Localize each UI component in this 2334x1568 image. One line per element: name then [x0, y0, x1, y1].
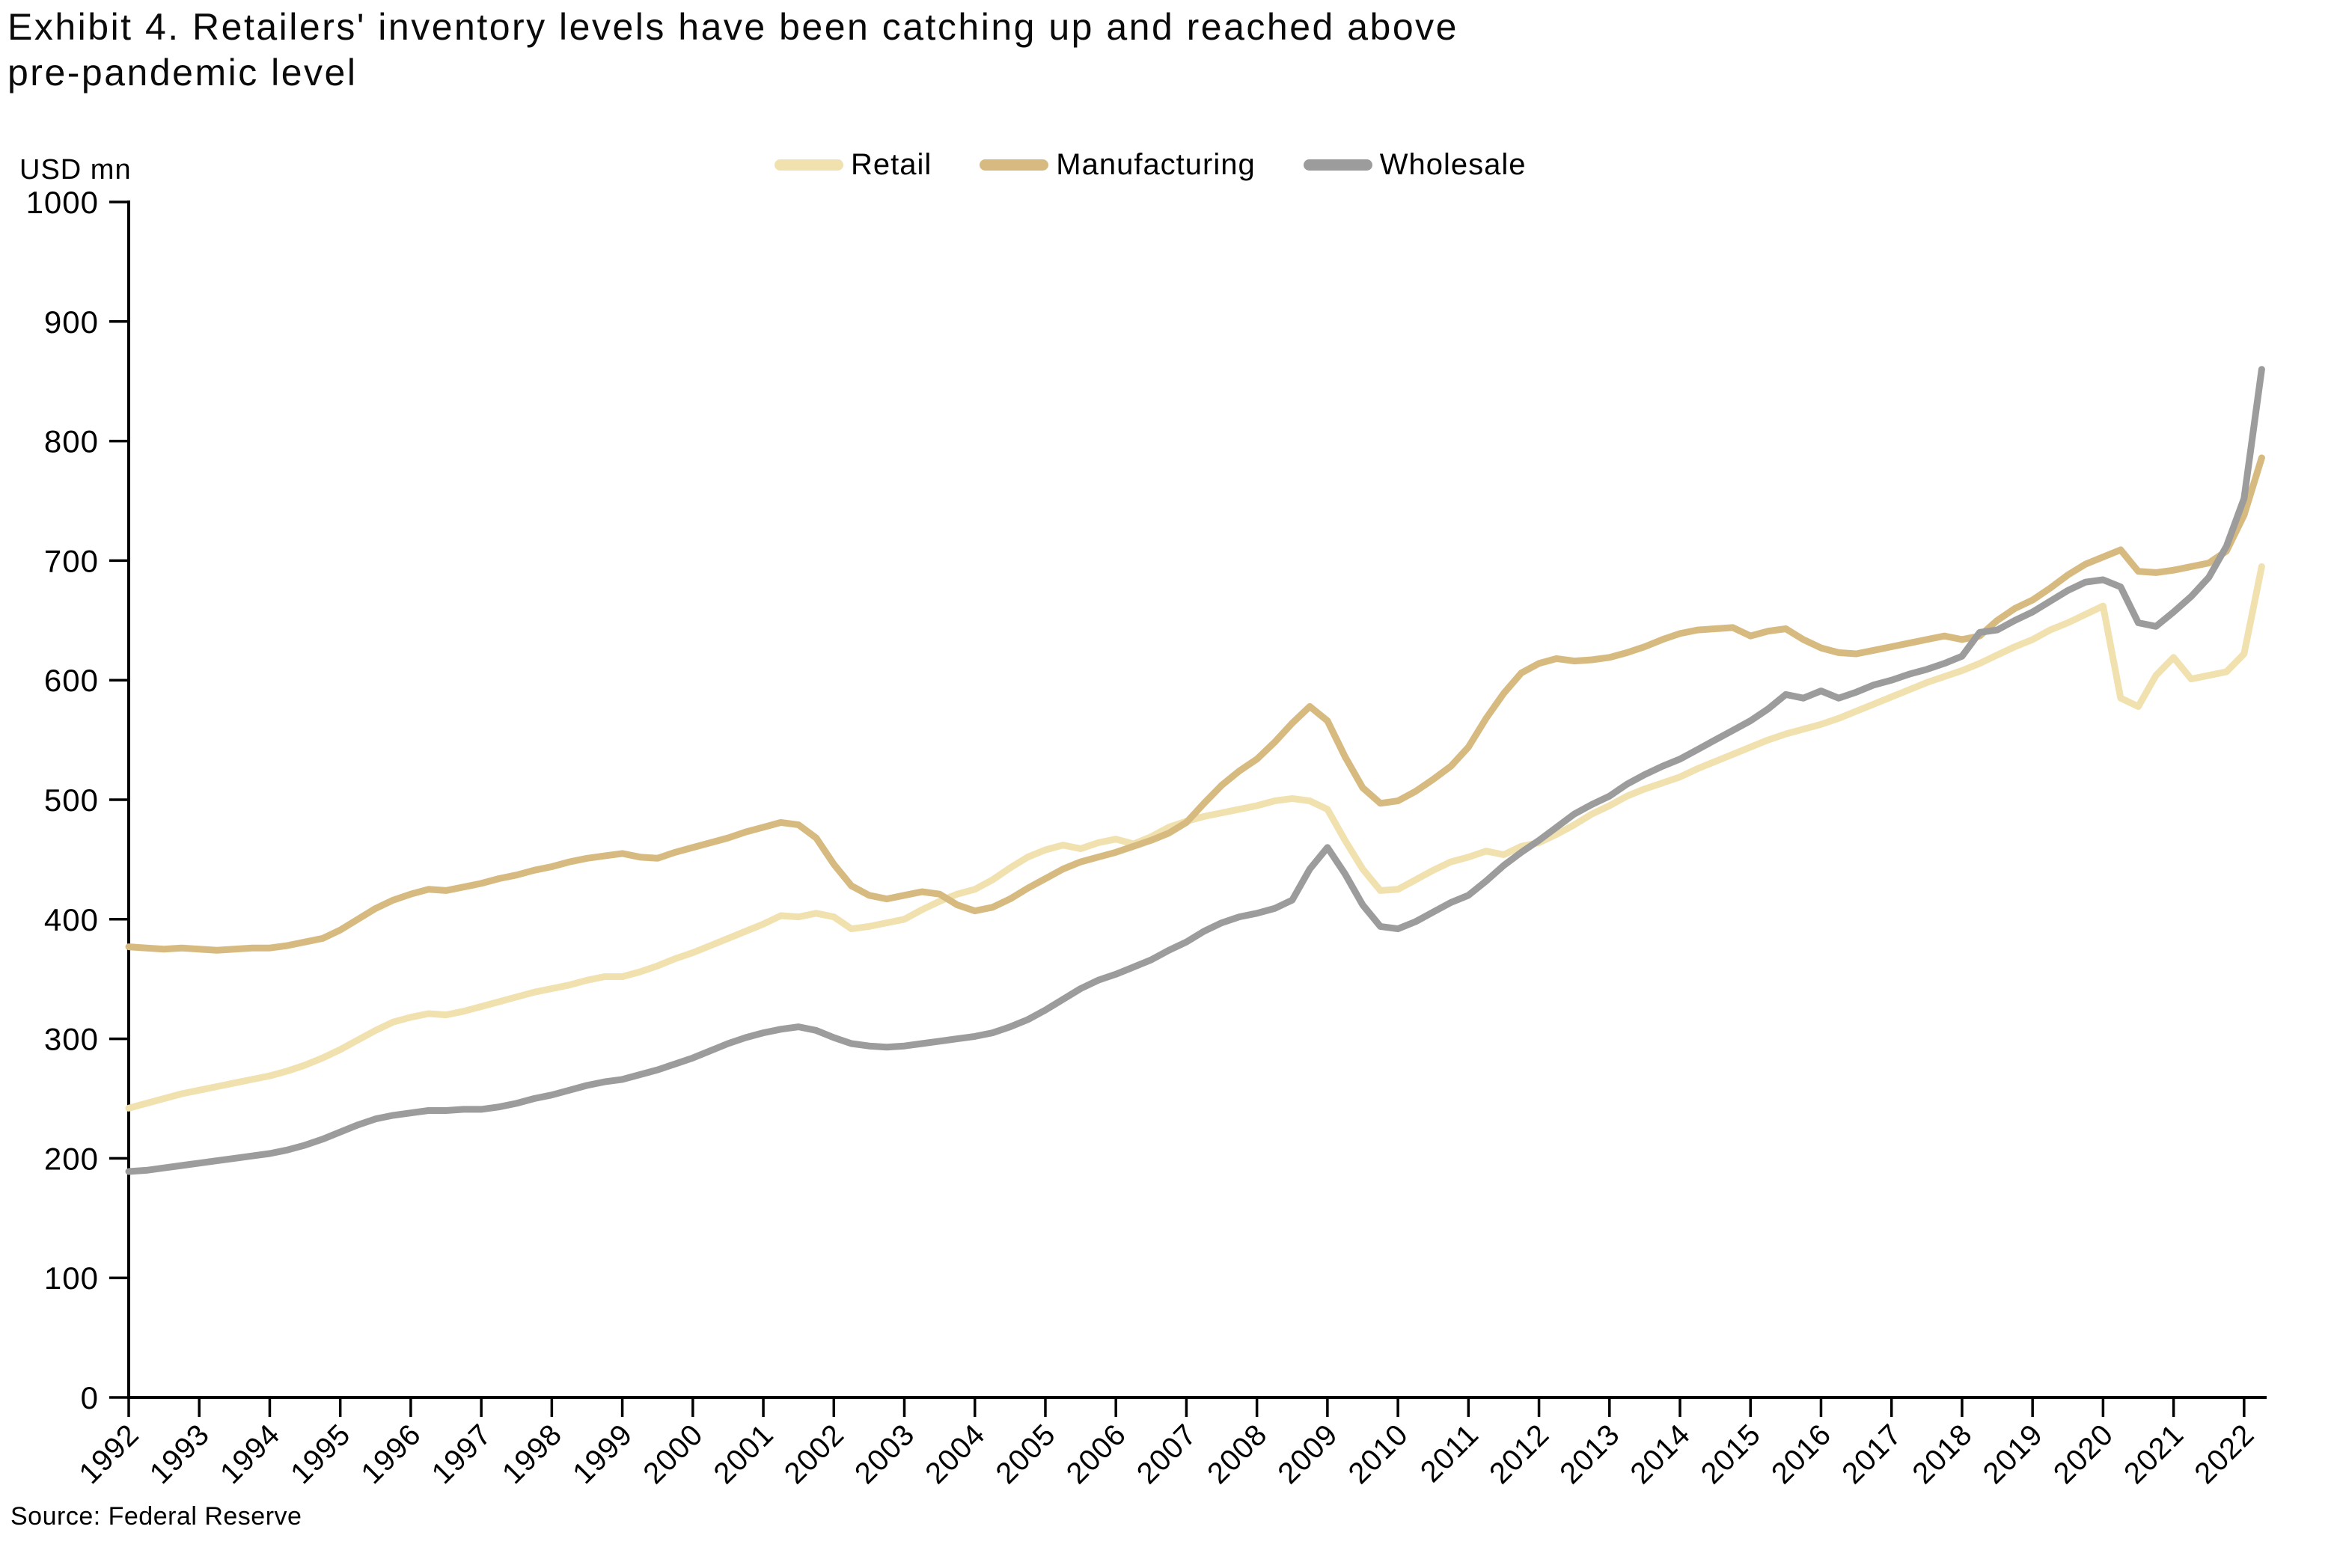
x-tick-label: 2013 [1554, 1418, 1626, 1490]
legend-label-manufacturing: Manufacturing [1056, 148, 1256, 181]
chart-title-line-1: Exhibit 4. Retailers' inventory levels h… [7, 6, 1458, 48]
x-tick-label: 1999 [566, 1418, 639, 1490]
x-tick-label: 2008 [1201, 1418, 1274, 1490]
y-tick-label: 500 [44, 783, 99, 818]
x-tick-label: 2001 [708, 1418, 780, 1490]
x-tick-label: 2014 [1625, 1418, 1697, 1490]
x-tick-label: 2007 [1131, 1418, 1203, 1490]
x-tick-label: 2011 [1414, 1418, 1485, 1489]
x-tick-label: 2021 [2118, 1418, 2190, 1490]
x-tick-label: 2000 [637, 1418, 709, 1490]
chart-title-line-2: pre-pandemic level [7, 52, 358, 94]
x-tick-label: 1996 [355, 1418, 427, 1490]
x-tick-label: 2019 [1977, 1418, 2050, 1490]
legend-label-wholesale: Wholesale [1379, 148, 1527, 181]
y-tick-label: 900 [44, 304, 99, 340]
x-tick-label: 1995 [284, 1418, 357, 1490]
x-tick-label: 2016 [1765, 1418, 1838, 1490]
y-tick-label: 700 [44, 543, 99, 578]
series-line-wholesale [125, 366, 2265, 1175]
y-tick-label: 100 [44, 1261, 99, 1296]
x-tick-label: 2022 [2188, 1418, 2261, 1490]
source-note: Source: Federal Reserve [10, 1502, 302, 1531]
x-tick-label: 2006 [1060, 1418, 1133, 1490]
x-tick-label: 1993 [144, 1418, 216, 1490]
chart-title: Exhibit 4. Retailers' inventory levels h… [7, 4, 1458, 96]
x-tick-label: 2009 [1271, 1418, 1344, 1490]
x-tick-label: 2005 [989, 1418, 1062, 1490]
y-axis-unit-label: USD mn [19, 154, 132, 186]
x-tick-label: 2017 [1836, 1418, 1908, 1490]
legend-item-retail: Retail [775, 148, 932, 182]
x-tick-label: 2018 [1906, 1418, 1979, 1490]
x-tick-label: 1992 [73, 1418, 146, 1490]
y-tick-label: 400 [44, 902, 99, 937]
x-tick-label: 2004 [919, 1418, 992, 1490]
legend-swatch-retail [775, 159, 843, 171]
x-tick-label: 1997 [426, 1418, 498, 1490]
series-line-manufacturing [125, 454, 2265, 954]
legend-item-manufacturing: Manufacturing [980, 148, 1255, 182]
x-tick-label: 1998 [496, 1418, 569, 1490]
y-tick-label: 600 [44, 663, 99, 698]
y-tick-label: 0 [81, 1380, 99, 1415]
x-tick-label: 2010 [1342, 1418, 1415, 1490]
y-tick-label: 1000 [26, 185, 99, 220]
legend-item-wholesale: Wholesale [1303, 148, 1527, 182]
x-tick-label: 2020 [2047, 1418, 2120, 1490]
series-line-retail [125, 563, 2265, 1112]
x-tick-label: 1994 [214, 1418, 287, 1490]
y-tick-label: 200 [44, 1141, 99, 1176]
y-tick-label: 800 [44, 424, 99, 459]
legend: Retail Manufacturing Wholesale [775, 148, 1527, 182]
legend-swatch-wholesale [1303, 159, 1372, 171]
y-tick-label: 300 [44, 1022, 99, 1057]
x-tick-label: 2002 [778, 1418, 851, 1490]
x-tick-label: 2012 [1483, 1418, 1556, 1490]
x-tick-label: 2015 [1695, 1418, 1768, 1490]
x-tick-label: 2003 [849, 1418, 921, 1490]
legend-swatch-manufacturing [980, 159, 1049, 171]
legend-label-retail: Retail [851, 148, 932, 181]
